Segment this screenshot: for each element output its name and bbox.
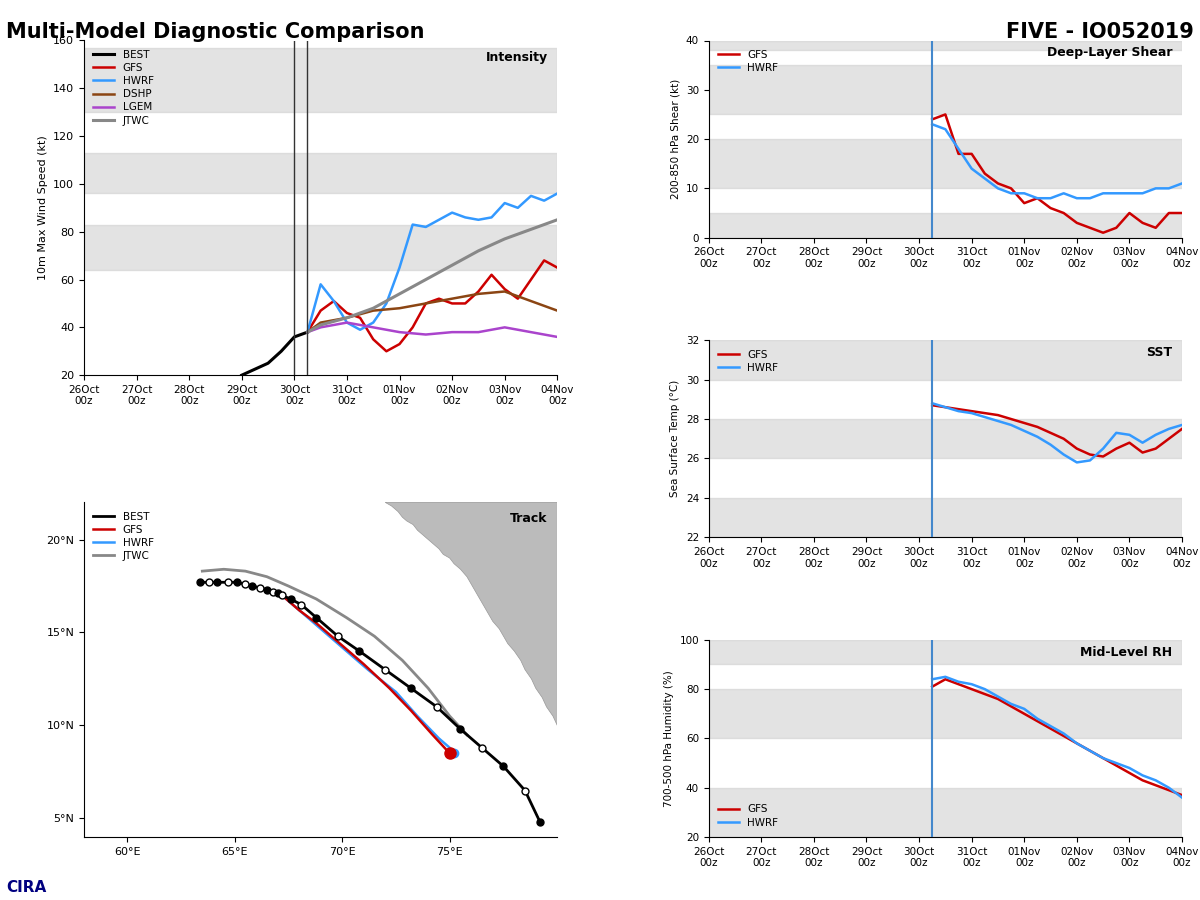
Legend: BEST, GFS, HWRF, JTWC: BEST, GFS, HWRF, JTWC	[89, 508, 157, 565]
Y-axis label: Sea Surface Temp (°C): Sea Surface Temp (°C)	[670, 380, 680, 498]
Bar	[709, 140, 1182, 188]
Bar	[709, 498, 1182, 537]
Polygon shape	[385, 502, 557, 725]
Y-axis label: 10m Max Wind Speed (kt): 10m Max Wind Speed (kt)	[37, 136, 48, 280]
Text: SST: SST	[1146, 346, 1172, 359]
Y-axis label: 200-850 hPa Shear (kt): 200-850 hPa Shear (kt)	[671, 79, 680, 199]
Text: Multi-Model Diagnostic Comparison: Multi-Model Diagnostic Comparison	[6, 22, 425, 42]
Text: FIVE - IO052019: FIVE - IO052019	[1006, 22, 1194, 42]
Legend: BEST, GFS, HWRF, DSHP, LGEM, JTWC: BEST, GFS, HWRF, DSHP, LGEM, JTWC	[89, 46, 157, 130]
Legend: GFS, HWRF: GFS, HWRF	[714, 46, 782, 77]
Text: CIRA: CIRA	[6, 880, 47, 896]
Bar	[709, 689, 1182, 738]
Bar	[709, 640, 1182, 664]
Bar	[84, 225, 557, 270]
Bar	[709, 419, 1182, 458]
Text: Mid-Level RH: Mid-Level RH	[1080, 646, 1172, 659]
Bar	[709, 213, 1182, 238]
Bar	[709, 788, 1182, 837]
Bar	[709, 340, 1182, 380]
Legend: GFS, HWRF: GFS, HWRF	[714, 800, 782, 832]
Text: Deep-Layer Shear: Deep-Layer Shear	[1048, 47, 1172, 59]
Bar	[709, 65, 1182, 114]
Bar	[84, 48, 557, 112]
Y-axis label: 700-500 hPa Humidity (%): 700-500 hPa Humidity (%)	[664, 670, 674, 806]
Text: Track: Track	[510, 512, 548, 526]
Text: Intensity: Intensity	[486, 50, 548, 64]
Bar	[84, 153, 557, 194]
Legend: GFS, HWRF: GFS, HWRF	[714, 346, 782, 377]
Bar	[709, 40, 1182, 50]
